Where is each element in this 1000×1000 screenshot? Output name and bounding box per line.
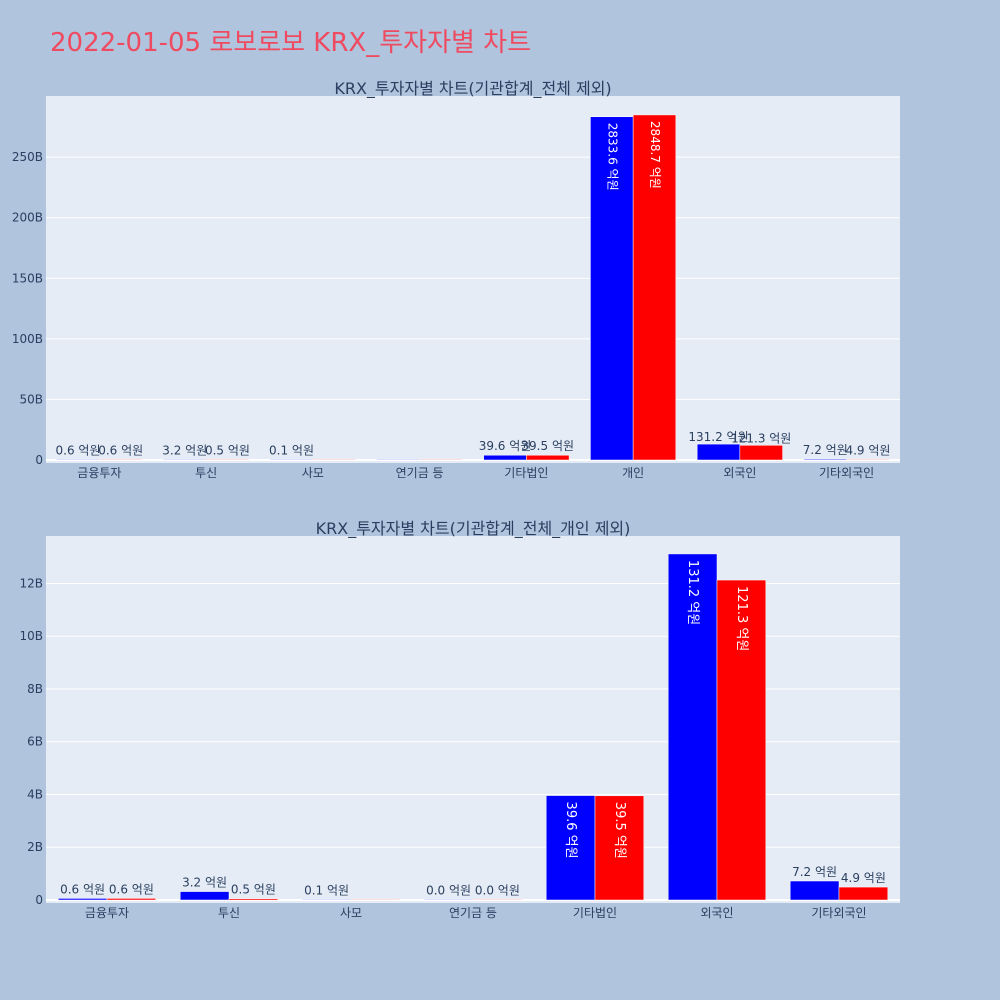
chart-title: KRX_투자자별 차트(기관합계_전체_개인 제외): [316, 519, 631, 539]
y-tick-label: 0: [35, 453, 43, 467]
bar-data-label: 39.5 억원: [612, 802, 627, 859]
x-tick-label: 기타외국인: [819, 466, 874, 480]
bar: [56, 459, 100, 461]
bar-data-label: 0.6 억원: [109, 882, 154, 896]
y-tick-label: 150B: [12, 271, 43, 285]
bar-data-label: 0.5 억원: [231, 883, 276, 897]
x-tick-label: 연기금 등: [449, 906, 497, 920]
x-tick-label: 투신: [195, 466, 217, 480]
page-title: 2022-01-05 로보로보 KRX_투자자별 차트: [50, 28, 532, 58]
bar: [376, 459, 420, 461]
bar: [99, 459, 143, 461]
bar: [545, 795, 596, 901]
bar: [696, 443, 741, 461]
y-tick-label: 8B: [27, 682, 43, 696]
bar: [228, 898, 279, 901]
bar-data-label: 0.5 억원: [205, 443, 250, 457]
bar: [205, 459, 250, 461]
bar-data-label: 0.0 억원: [426, 883, 471, 897]
bar-data-label: 0.6 억원: [60, 882, 105, 896]
bar: [632, 114, 677, 461]
bar-data-label: 4.9 억원: [845, 443, 890, 457]
plot-background: [46, 96, 900, 463]
bar: [301, 899, 352, 901]
bar: [483, 454, 527, 461]
y-tick-label: 2B: [27, 840, 43, 854]
x-tick-label: 외국인: [723, 466, 756, 480]
bar: [838, 886, 889, 901]
bar: [739, 445, 783, 461]
y-tick-label: 10B: [19, 629, 43, 643]
bar-data-label: 2848.7 억원: [648, 121, 662, 189]
bar-data-label: 0.1 억원: [304, 883, 349, 897]
y-tick-label: 250B: [12, 150, 43, 164]
x-tick-label: 개인: [622, 466, 644, 480]
bar-data-label: 121.3 억원: [734, 586, 749, 651]
bar-data-label: 121.3 억원: [731, 431, 791, 445]
chart-title: KRX_투자자별 차트(기관합계_전체 제외): [334, 79, 611, 99]
bar: [803, 458, 847, 461]
bar-data-label: 3.2 억원: [182, 876, 227, 890]
bar: [846, 459, 890, 461]
x-tick-label: 기타법인: [573, 906, 617, 920]
bar: [716, 579, 767, 901]
x-tick-label: 투신: [218, 906, 240, 920]
y-tick-label: 4B: [27, 787, 43, 801]
y-tick-label: 50B: [19, 392, 43, 406]
bar-data-label: 4.9 억원: [841, 871, 886, 885]
bar: [269, 459, 314, 461]
bar: [590, 116, 634, 461]
bar-data-label: 39.6 억원: [479, 439, 532, 453]
y-tick-label: 6B: [27, 735, 43, 749]
y-tick-label: 12B: [19, 576, 43, 590]
bar-data-label: 0.1 억원: [269, 443, 314, 457]
x-tick-label: 사모: [302, 466, 324, 480]
bar-data-label: 3.2 억원: [162, 443, 207, 457]
bar: [472, 899, 523, 901]
x-tick-label: 외국인: [700, 906, 733, 920]
bar-data-label: 2833.6 억원: [605, 123, 619, 191]
bar: [789, 880, 840, 901]
bar-data-label: 0.6 억원: [56, 443, 101, 457]
bar: [57, 898, 108, 901]
bar: [312, 459, 356, 461]
y-tick-label: 200B: [12, 211, 43, 225]
bar: [526, 454, 570, 461]
chart-2: 0 2B 4B 6B 8B 10B 12B KRX_투자자별 차트(기관합계_전체_개인 제외…: [19, 519, 900, 920]
bar: [667, 553, 718, 901]
x-tick-label: 금융투자: [77, 466, 121, 480]
bar-data-label: 39.6 억원: [563, 802, 578, 859]
x-tick-label: 기타법인: [504, 466, 548, 480]
y-tick-label: 100B: [12, 332, 43, 346]
bar-data-label: 7.2 억원: [803, 443, 848, 457]
bar: [106, 898, 157, 901]
x-tick-label: 기타외국인: [811, 906, 866, 920]
bar-data-label: 0.6 억원: [98, 443, 143, 457]
plot-background: [46, 536, 900, 903]
bar: [179, 891, 230, 901]
x-tick-label: 사모: [340, 906, 362, 920]
bar-data-label: 39.5 억원: [521, 439, 574, 453]
bar-data-label: 131.2 억원: [685, 560, 700, 625]
x-tick-label: 연기금 등: [396, 466, 444, 480]
bar: [423, 899, 474, 901]
y-tick-label: 0: [35, 893, 43, 907]
bar-data-label: 7.2 억원: [792, 865, 837, 879]
bar-data-label: 0.0 억원: [475, 883, 520, 897]
bar: [419, 459, 463, 461]
bar: [594, 795, 645, 901]
bar: [350, 899, 401, 901]
bar-data-label: 131.2 억원: [688, 430, 748, 444]
x-tick-label: 금융투자: [85, 906, 129, 920]
bar: [163, 459, 207, 461]
chart-1: 0 50B 100B 150B 200B 250B KRX_투자자별 차트(기관합계_전체 …: [12, 79, 900, 480]
